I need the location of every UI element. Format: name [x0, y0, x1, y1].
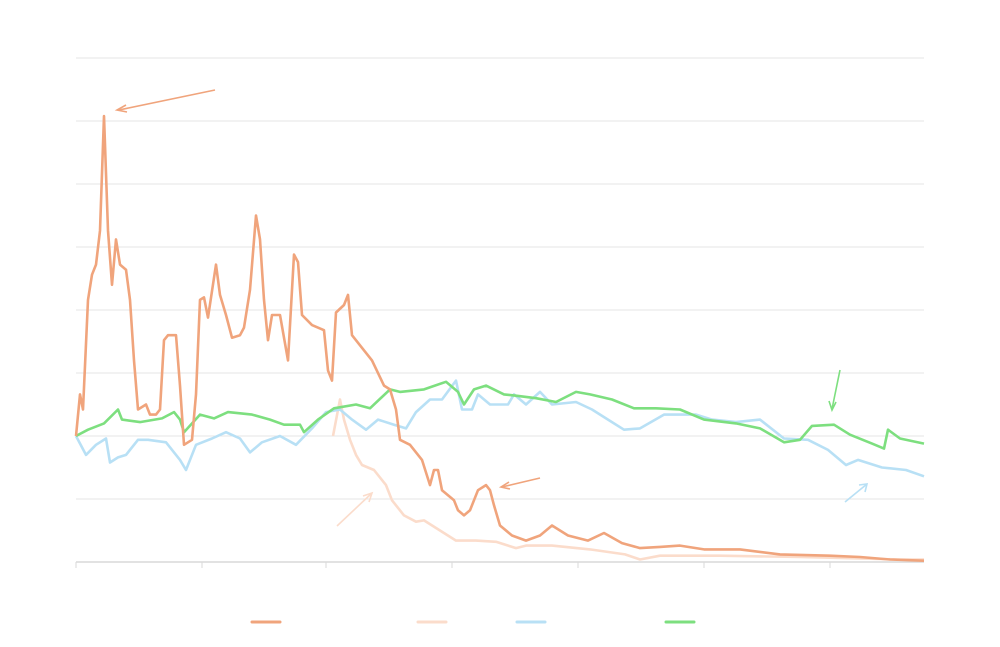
annotation-arrow-blue [844, 483, 869, 503]
series-line-2 [74, 379, 925, 478]
series-line-0 [74, 114, 925, 562]
annotation-arrow-green [828, 369, 841, 413]
annotation-arrow-peach [336, 491, 374, 527]
x-axis-ticks [75, 562, 831, 568]
series-line-1 [331, 398, 924, 561]
annotation-arrow-peak [114, 89, 216, 113]
annotation-arrows [114, 89, 869, 527]
gridlines [76, 57, 924, 563]
series-lines [74, 114, 925, 562]
annotation-arrow-orange-mid [498, 477, 541, 490]
